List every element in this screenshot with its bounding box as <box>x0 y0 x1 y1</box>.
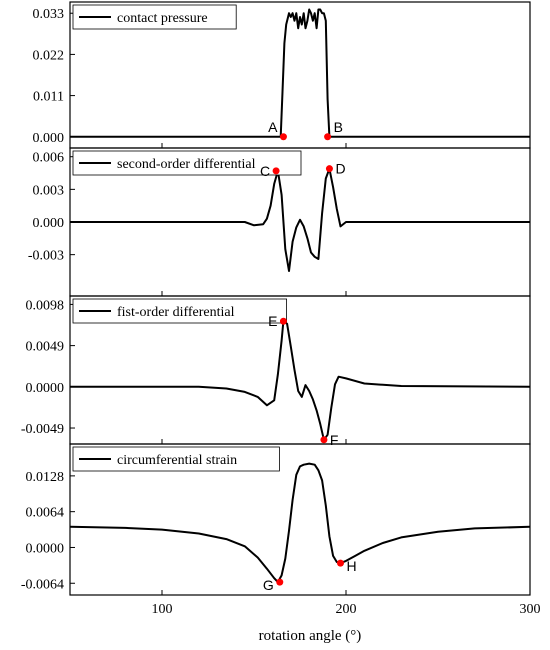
legend-label: fist-order differential <box>117 305 235 320</box>
y-tick-label: 0.011 <box>33 90 64 105</box>
x-axis-label: rotation angle (°) <box>259 628 362 644</box>
marker-point <box>324 133 332 141</box>
point-label-d: D <box>335 161 345 177</box>
point-label-h: H <box>346 558 356 574</box>
x-axis: 100 200 300 <box>152 602 541 617</box>
y-tick-label: 0.000 <box>33 131 65 146</box>
y-tick-label: 0.0098 <box>26 298 65 313</box>
point-label-g: G <box>263 577 274 593</box>
marker-point <box>325 165 333 173</box>
legend: second-order differential <box>72 150 302 176</box>
y-tick-label: 0.0064 <box>26 506 65 521</box>
chart-panels: 0.000 0.011 0.022 0.033 contact pressure A B -0… <box>21 1 531 596</box>
marker-point <box>336 559 344 567</box>
legend-label: contact pressure <box>117 11 208 26</box>
y-tick-label: -0.003 <box>28 249 64 264</box>
legend-label: circumferential strain <box>117 453 237 468</box>
point-label-c: C <box>260 163 270 179</box>
point-label-e: E <box>268 313 277 329</box>
y-tick-label: 0.0000 <box>26 381 65 396</box>
y-tick-label: 0.022 <box>33 48 65 63</box>
y-tick-label: 0.033 <box>33 7 65 22</box>
series-line <box>70 320 531 441</box>
panel-frame <box>69 443 531 596</box>
y-tick-label: 0.006 <box>33 151 65 166</box>
panel-4: -0.0064 0.0000 0.0064 0.0128 circumferential… <box>21 443 531 596</box>
x-tick-label: 200 <box>336 602 357 617</box>
x-tick-label: 300 <box>520 602 541 617</box>
point-label-f: F <box>330 432 339 448</box>
series-line <box>70 167 530 272</box>
y-tick-label: 0.0128 <box>26 470 65 485</box>
x-tick-label: 100 <box>152 602 173 617</box>
marker-point <box>276 578 284 586</box>
y-tick-label: -0.0049 <box>21 422 64 437</box>
y-tick-label: -0.0064 <box>21 577 64 592</box>
point-label-b: B <box>334 119 343 135</box>
series-line <box>70 8 530 138</box>
marker-point <box>320 436 328 444</box>
panel-1: 0.000 0.011 0.022 0.033 contact pressure A B <box>33 1 531 149</box>
marker-point <box>279 317 287 325</box>
legend: contact pressure <box>72 4 237 30</box>
panel-3: -0.0049 0.0000 0.0049 0.0098 fist-order diff… <box>21 295 531 448</box>
panel-2: -0.003 0.000 0.003 0.006 second-order differ… <box>28 147 531 297</box>
y-tick-label: 0.003 <box>33 183 65 198</box>
point-label-a: A <box>268 119 278 135</box>
legend: fist-order differential <box>72 298 288 324</box>
y-tick-label: 0.0000 <box>26 541 65 556</box>
marker-point <box>272 167 280 175</box>
legend: circumferential strain <box>72 446 280 472</box>
series-line <box>69 462 531 584</box>
legend-label: second-order differential <box>117 157 256 172</box>
y-tick-label: 0.000 <box>33 216 65 231</box>
marker-point <box>279 133 287 141</box>
y-tick-label: 0.0049 <box>26 340 65 355</box>
